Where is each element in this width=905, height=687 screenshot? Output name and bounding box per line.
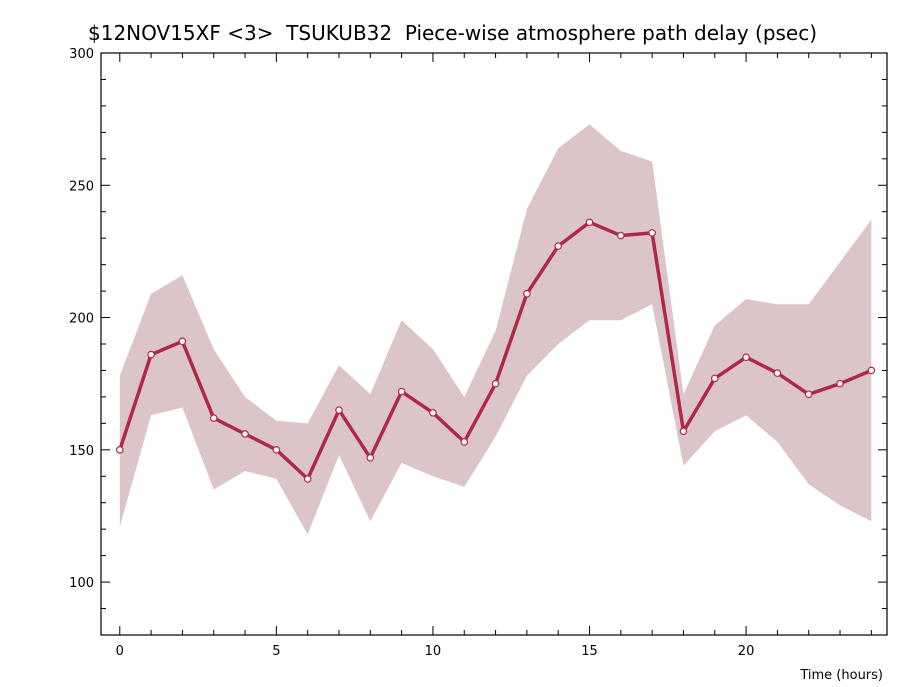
uncertainty-band-layer	[119, 124, 872, 535]
y-tick-label: 250	[69, 179, 94, 194]
axis-ticks-layer	[101, 52, 887, 636]
data-points-layer	[115, 218, 876, 483]
chart-title: $12NOV15XF <3> TSUKUB32 Piece-wise atmos…	[88, 21, 817, 45]
y-tick-label: 300	[69, 47, 94, 62]
data-point	[303, 475, 312, 483]
plot-frame	[100, 52, 888, 636]
data-point	[491, 379, 500, 388]
data-point	[366, 453, 375, 462]
data-point	[523, 289, 531, 298]
data-point	[460, 438, 469, 446]
x-axis-label: Time (hours)	[799, 668, 883, 683]
data-point	[648, 229, 656, 237]
data-point	[429, 408, 437, 417]
data-point	[397, 387, 406, 396]
data-point	[742, 353, 750, 362]
uncertainty-band	[119, 124, 872, 535]
x-tick-label: 5	[272, 644, 280, 659]
data-point	[710, 374, 719, 383]
data-point	[836, 379, 844, 388]
data-point	[867, 366, 876, 375]
data-point	[617, 231, 625, 240]
data-point	[147, 350, 155, 359]
data-point	[115, 446, 124, 454]
tick-labels-layer: 100 150 200 250 300 0 5 10 15 20	[69, 47, 754, 659]
data-point	[804, 390, 813, 399]
data-point	[209, 414, 218, 422]
data-point	[773, 369, 782, 377]
x-tick-label: 10	[425, 644, 442, 659]
x-tick-label: 15	[581, 644, 598, 659]
y-tick-label: 200	[69, 312, 94, 327]
y-tick-label: 150	[69, 444, 94, 459]
data-point	[241, 430, 249, 438]
data-point	[272, 446, 281, 454]
data-point	[554, 242, 562, 250]
data-point	[679, 427, 688, 436]
x-tick-label: 0	[116, 644, 124, 659]
data-point	[178, 337, 187, 346]
data-point	[585, 218, 594, 227]
x-tick-label: 20	[738, 644, 755, 659]
data-point	[335, 406, 343, 414]
y-tick-label: 100	[69, 576, 94, 591]
